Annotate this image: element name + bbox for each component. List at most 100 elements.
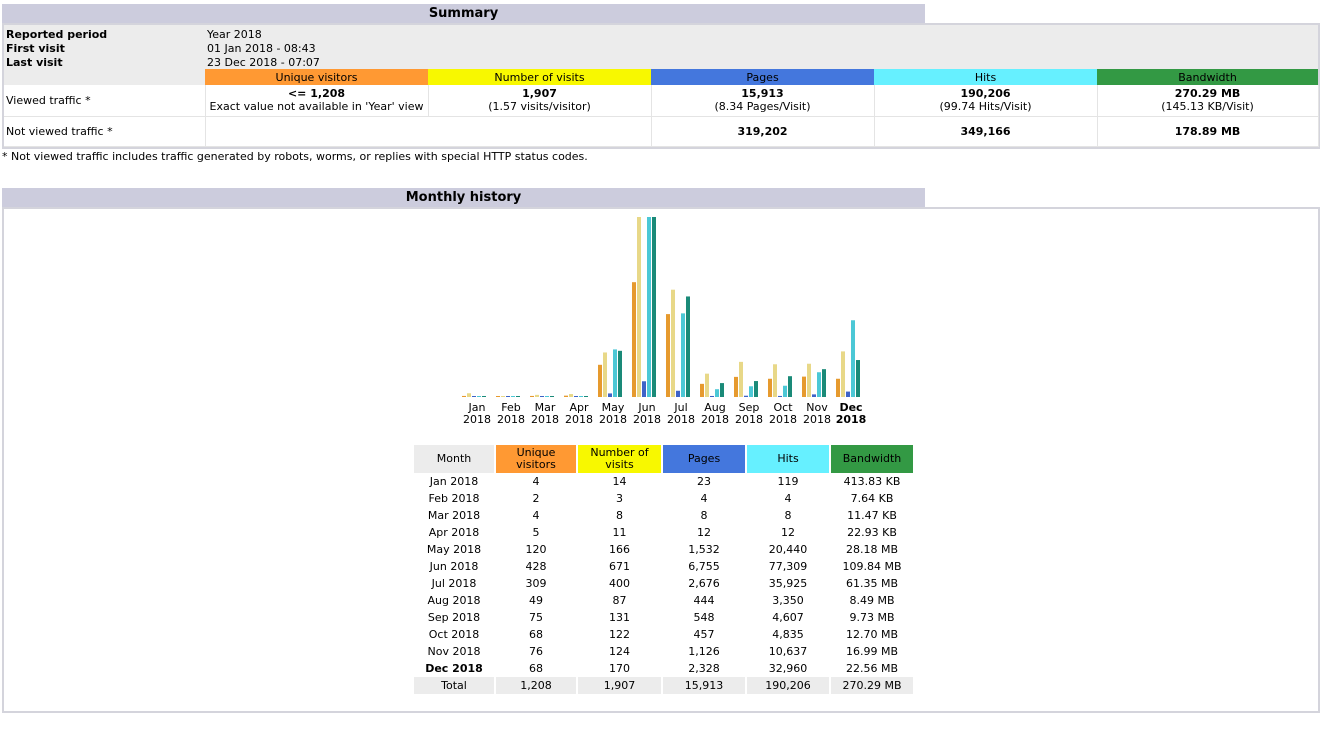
- viewed-hits-value: 190,206: [960, 87, 1011, 101]
- chart-bar: [598, 364, 602, 397]
- cell-unique-visitors: 4: [532, 475, 540, 488]
- chart-bar: [540, 396, 544, 397]
- chart-bar: [482, 396, 486, 397]
- cell-visits: 8: [616, 509, 623, 522]
- header-bandwidth: Bandwidth: [1097, 69, 1319, 85]
- chart-tick-label: 2018: [565, 413, 593, 426]
- col-month: Month: [414, 445, 494, 473]
- cell-bandwidth: 22.56 MB: [845, 662, 899, 675]
- cell-month: Jul 2018: [431, 577, 477, 590]
- cell-bandwidth: 61.35 MB: [845, 577, 899, 590]
- cell-visits: 3: [616, 492, 623, 505]
- footnote: * Not viewed traffic includes traffic ge…: [2, 150, 588, 163]
- cell-hits: 32,960: [768, 662, 808, 675]
- chart-tick-label: 2018: [463, 413, 491, 426]
- chart-bar: [676, 390, 680, 397]
- cell-visits: 11: [612, 526, 627, 539]
- viewed-unique-visitors-note: Exact value not available in 'Year' view: [209, 100, 424, 114]
- cell-unique-visitors: 4: [532, 509, 540, 522]
- cell-bandwidth: 28.18 MB: [845, 543, 899, 556]
- chart-bar: [734, 376, 738, 397]
- summary-panel: Reported period Year 2018 First visit 01…: [2, 23, 1320, 149]
- chart-bar: [851, 320, 855, 397]
- table-row: Nov 2018 76 124 1,126 10,637 16.99 MB: [414, 643, 913, 660]
- chart-bar: [856, 360, 860, 397]
- cell-pages: 1,126: [688, 645, 720, 658]
- chart-bar: [817, 372, 821, 397]
- chart-bar: [564, 395, 568, 397]
- chart-tick-label: 2018: [531, 413, 559, 426]
- chart-bar: [637, 217, 641, 397]
- cell-pages: 2,676: [688, 577, 720, 590]
- chart-tick-label: 2018: [599, 413, 627, 426]
- viewed-unique-visitors: <= 1,208 Exact value not available in 'Y…: [205, 85, 429, 117]
- cell-month: May 2018: [426, 543, 482, 556]
- cell-unique-visitors: 2: [532, 492, 540, 505]
- monthly-history-table: Month Unique visitors Number of visits P…: [412, 445, 915, 694]
- cell-hits: 12: [781, 526, 795, 539]
- cell-pages: 1,532: [688, 543, 720, 556]
- header-pages: Pages: [651, 69, 874, 85]
- first-visit-value: 01 Jan 2018 - 08:43: [205, 41, 1319, 55]
- chart-bar: [603, 352, 607, 397]
- viewed-traffic-row: Viewed traffic * <= 1,208 Exact value no…: [4, 85, 1319, 117]
- chart-tick-label: 2018: [803, 413, 831, 426]
- cell-month: Feb 2018: [428, 492, 480, 505]
- viewed-visits-value: 1,907: [522, 87, 557, 101]
- chart-tick-label: 2018: [701, 413, 729, 426]
- cell-month: Nov 2018: [427, 645, 481, 658]
- chart-bar: [773, 364, 777, 397]
- chart-bar: [666, 314, 670, 397]
- viewed-pages-value: 15,913: [741, 87, 784, 101]
- chart-bar: [836, 378, 840, 397]
- viewed-traffic-label: Viewed traffic *: [4, 85, 206, 117]
- chart-bar: [642, 381, 646, 397]
- cell-unique-visitors: 5: [532, 526, 540, 539]
- col-unique-visitors: Unique visitors: [496, 445, 576, 473]
- chart-tick-label: 2018: [769, 413, 797, 426]
- cell-month: Jan 2018: [429, 475, 479, 488]
- chart-bar: [802, 376, 806, 397]
- total-row: Total 1,208 1,907 15,913 190,206 270.29 MB: [414, 677, 913, 694]
- chart-bar: [846, 391, 850, 397]
- cell-pages: 457: [693, 628, 715, 641]
- total-pages: 15,913: [663, 677, 745, 694]
- cell-month: Dec 2018: [425, 662, 483, 675]
- reported-period-value: Year 2018: [205, 25, 1319, 41]
- chart-tick-label: Nov: [806, 401, 828, 414]
- total-month: Total: [414, 677, 494, 694]
- chart-tick-label: Jun: [637, 401, 655, 414]
- chart-bar: [613, 349, 617, 397]
- cell-bandwidth: 12.70 MB: [845, 628, 899, 641]
- cell-hits: 35,925: [768, 577, 808, 590]
- cell-pages: 548: [693, 611, 715, 624]
- chart-bar: [608, 393, 612, 397]
- viewed-hits: 190,206 (99.74 Hits/Visit): [874, 85, 1098, 117]
- chart-bar: [477, 396, 481, 397]
- table-row: Mar 2018 4 8 8 8 11.47 KB: [414, 507, 913, 524]
- cell-pages: 12: [697, 526, 711, 539]
- viewed-bandwidth-value: 270.29 MB: [1174, 87, 1241, 101]
- cell-visits: 14: [612, 475, 627, 488]
- not-viewed-traffic-label: Not viewed traffic *: [4, 116, 206, 147]
- not-viewed-hits: 349,166: [874, 116, 1098, 147]
- table-row: Sep 2018 75 131 548 4,607 9.73 MB: [414, 609, 913, 626]
- chart-bar: [535, 394, 539, 397]
- chart-tick-label: 2018: [633, 413, 661, 426]
- table-row: Jan 2018 4 14 23 119 413.83 KB: [414, 473, 913, 490]
- chart-bar: [647, 217, 651, 397]
- chart-bar: [768, 378, 772, 397]
- chart-bar: [511, 396, 515, 397]
- cell-pages: 2,328: [688, 662, 720, 675]
- cell-hits: 4,835: [772, 628, 804, 641]
- col-hits: Hits: [747, 445, 829, 473]
- viewed-pages: 15,913 (8.34 Pages/Visit): [651, 85, 875, 117]
- cell-unique-visitors: 120: [525, 543, 547, 556]
- cell-pages: 444: [693, 594, 715, 607]
- cell-hits: 119: [777, 475, 799, 488]
- chart-bar: [686, 296, 690, 397]
- not-viewed-traffic-row: Not viewed traffic * 319,202 349,166 178…: [4, 116, 1319, 147]
- cell-visits: 166: [609, 543, 630, 556]
- chart-tick-label: Feb: [501, 401, 520, 414]
- chart-bar: [574, 396, 578, 397]
